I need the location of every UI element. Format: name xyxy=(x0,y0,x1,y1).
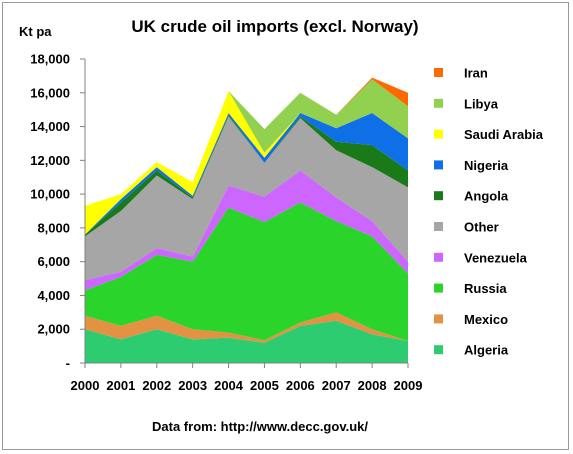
legend-swatch-saudi-arabia xyxy=(434,129,443,139)
legend-label-iran: Iran xyxy=(464,66,488,81)
legend-swatch-other xyxy=(434,222,443,231)
legend-label-venezuela: Venezuela xyxy=(464,250,528,265)
legend-label-russia: Russia xyxy=(464,281,507,296)
area-series-group xyxy=(85,77,408,363)
legend: Iran Libya Saudi Arabia Nigeria Angola Other V… xyxy=(434,66,544,358)
legend-label-mexico: Mexico xyxy=(464,312,508,327)
x-tick-label: 2001 xyxy=(106,378,135,393)
x-tick-label: 2003 xyxy=(178,378,207,393)
legend-label-nigeria: Nigeria xyxy=(464,158,509,173)
legend-swatch-algeria xyxy=(434,345,443,355)
x-tick-label: 2002 xyxy=(142,378,171,393)
area-venezuela xyxy=(85,170,408,291)
legend-swatch-angola xyxy=(434,191,443,201)
area-mexico xyxy=(85,312,408,343)
legend-label-saudi-arabia: Saudi Arabia xyxy=(464,127,544,142)
legend-label-algeria: Algeria xyxy=(464,343,509,358)
axes-group xyxy=(80,58,409,368)
legend-swatch-russia xyxy=(434,283,443,293)
legend-label-angola: Angola xyxy=(464,189,509,204)
y-tick-label: 16,000 xyxy=(30,85,70,100)
x-tick-label: 2005 xyxy=(250,378,279,393)
area-other xyxy=(85,116,408,281)
legend-swatch-mexico xyxy=(434,314,443,324)
area-algeria xyxy=(85,320,408,363)
legend-label-libya: Libya xyxy=(464,96,499,111)
y-tick-label: 2,000 xyxy=(37,322,70,337)
y-tick-label: 12,000 xyxy=(30,153,70,168)
y-axis-unit-label: Kt pa xyxy=(19,24,52,39)
y-tick-label: 8,000 xyxy=(37,220,70,235)
chart-frame: UK crude oil imports (excl. Norway) Kt p… xyxy=(2,2,569,450)
x-tick-label: 2004 xyxy=(214,378,244,393)
x-tick-label: 2009 xyxy=(394,378,423,393)
legend-swatch-iran xyxy=(434,68,443,77)
area-libya xyxy=(85,79,408,206)
y-tick-label: 6,000 xyxy=(37,254,70,269)
y-tick-labels: - 2,000 4,000 6,000 8,000 10,000 12,000 14,000 1… xyxy=(30,52,70,371)
y-tick-label: 4,000 xyxy=(37,288,70,303)
legend-label-other: Other xyxy=(464,220,499,235)
source-note: Data from: http://www.decc.gov.uk/ xyxy=(152,419,368,434)
y-tick-label: 10,000 xyxy=(30,187,70,202)
y-tick-label: - xyxy=(66,356,70,371)
area-angola xyxy=(85,114,408,237)
legend-swatch-venezuela xyxy=(434,252,443,262)
x-tick-labels: 2000 2001 2002 2003 2004 2005 2006 2007 2008 2009 xyxy=(71,378,423,393)
y-tick-label: 18,000 xyxy=(30,52,70,67)
area-russia xyxy=(85,202,408,342)
legend-swatch-nigeria xyxy=(434,160,443,170)
chart-title: UK crude oil imports (excl. Norway) xyxy=(131,17,418,36)
legend-swatch-libya xyxy=(434,98,443,108)
area-nigeria xyxy=(85,113,408,235)
x-tick-label: 2000 xyxy=(71,378,100,393)
x-tick-label: 2006 xyxy=(286,378,315,393)
stacked-area-chart: UK crude oil imports (excl. Norway) Kt p… xyxy=(19,17,544,434)
x-tick-label: 2007 xyxy=(322,378,351,393)
x-tick-label: 2008 xyxy=(358,378,387,393)
y-tick-label: 14,000 xyxy=(30,119,70,134)
